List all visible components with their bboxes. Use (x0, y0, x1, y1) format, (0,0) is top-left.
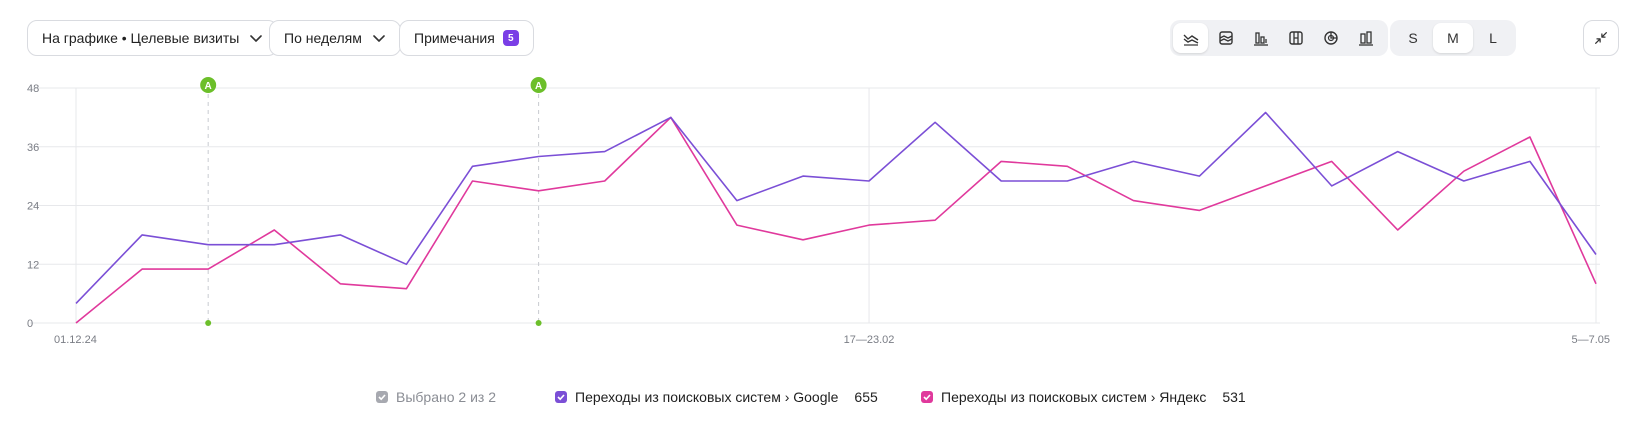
checkbox-icon (921, 391, 933, 403)
legend-item-label: Переходы из поисковых систем › Яндекс (941, 389, 1207, 405)
x-tick-label: 17—23.02 (844, 334, 895, 346)
annotation-dot (205, 320, 212, 326)
checkbox-icon (555, 391, 567, 403)
y-tick-label: 0 (27, 318, 33, 330)
stacked-area-icon (1218, 31, 1233, 45)
period-select[interactable]: По неделям (269, 20, 401, 56)
chart-toolbar: На графике • Целевые визиты По неделям П… (27, 20, 1619, 56)
x-tick-label: 5—7.05 (1571, 334, 1610, 346)
chart-type-lines[interactable] (1173, 23, 1208, 53)
pie-chart-icon (1323, 31, 1338, 45)
notes-count-badge: 5 (502, 30, 519, 46)
annotation-label: A (535, 81, 542, 92)
chart-legend: Выбрано 2 из 2 Переходы из поисковых сис… (0, 389, 1631, 411)
lines-icon (1183, 34, 1198, 46)
bar-chart-icon (1253, 32, 1268, 46)
chevron-down-icon (250, 35, 263, 42)
annotation-marker (200, 77, 217, 93)
chart-size-switcher: S M L (1390, 20, 1516, 56)
y-tick-label: 48 (27, 83, 39, 95)
collapse-button[interactable] (1583, 20, 1619, 56)
chart-type-stacked-area[interactable] (1208, 23, 1243, 53)
column-chart-icon (1358, 31, 1373, 46)
period-select-label: По неделям (284, 30, 362, 46)
y-tick-label: 36 (27, 142, 39, 154)
legend-item-total: 655 (854, 389, 878, 405)
annotation-label: A (205, 81, 212, 92)
legend-select-all[interactable]: Выбрано 2 из 2 (376, 389, 496, 405)
legend-item-total: 531 (1222, 389, 1246, 405)
chart-type-pie[interactable] (1313, 23, 1348, 53)
chart-type-column[interactable] (1348, 23, 1383, 53)
size-l-button[interactable]: L (1489, 30, 1497, 46)
notes-button[interactable]: Примечания 5 (399, 20, 534, 56)
legend-item-yandex[interactable]: Переходы из поисковых систем › Яндекс 53… (921, 389, 1246, 405)
legend-selected-label: Выбрано 2 из 2 (396, 389, 496, 405)
size-m-button[interactable]: M (1433, 23, 1473, 53)
checkbox-icon (376, 391, 388, 403)
metric-select-label: На графике • Целевые визиты (42, 30, 240, 46)
collapse-icon (1595, 32, 1607, 44)
annotation-marker (530, 77, 547, 93)
legend-item-google[interactable]: Переходы из поисковых систем › Google 65… (555, 389, 878, 405)
x-tick-label: 01.12.24 (54, 334, 97, 346)
y-tick-label: 24 (27, 201, 39, 213)
size-s-button[interactable]: S (1408, 30, 1418, 46)
chart-type-stacked-bar[interactable] (1278, 23, 1313, 53)
series-line (75, 111, 1597, 304)
stacked-bar-icon (1288, 31, 1303, 45)
metric-select[interactable]: На графике • Целевые визиты (27, 20, 279, 56)
chart-type-bar[interactable] (1243, 23, 1278, 53)
series-line (75, 116, 1597, 324)
y-tick-label: 12 (27, 259, 39, 271)
annotation-dot (535, 320, 542, 326)
chart-type-switcher (1170, 20, 1388, 56)
notes-label: Примечания (414, 30, 495, 46)
line-chart: 0 12 24 36 48 01.12.24 17—23.02 5—7.05 A A (27, 77, 1610, 346)
chevron-down-icon (373, 35, 385, 42)
legend-item-label: Переходы из поисковых систем › Google (575, 389, 839, 405)
